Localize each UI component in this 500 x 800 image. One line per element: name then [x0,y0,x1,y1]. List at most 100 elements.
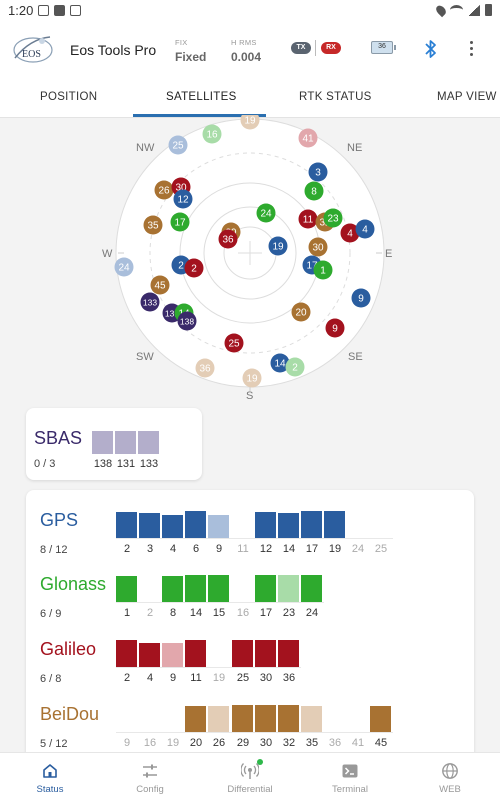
signal-bar-glonass [255,575,276,602]
dir-e: E [385,248,392,260]
skyplot-satellite: 30 [308,237,328,257]
skyplot-satellite-id: 11 [303,215,314,226]
sat-label-gps: 25 [374,543,388,555]
skyplot-satellite: 26 [154,180,174,200]
skyplot-satellite: 1 [313,260,333,280]
signal-bar-glonass [185,575,206,602]
skyplot-satellite: 45 [150,275,170,295]
skyplot-satellite: 36 [195,358,215,378]
antenna-icon [241,763,259,779]
sliders-icon [143,764,157,778]
sat-label-glonass: 2 [146,607,154,619]
rx-indicator: RX [321,42,341,54]
skyplot-satellite-id: 35 [147,221,159,232]
nav-web-label: WEB [439,784,461,795]
signal-bar-gps [255,512,276,538]
skyplot-satellite-id: 2 [292,363,298,374]
signal-bar-glonass [278,575,299,602]
sat-label-beidou: 19 [166,737,180,749]
sat-label-glonass: 16 [236,607,250,619]
sbas-name: SBAS [34,428,83,448]
skyplot-satellite: 19 [268,236,288,256]
more-options-icon[interactable] [470,41,474,59]
skyplot-satellite-id: 9 [332,324,338,335]
sat-label-beidou: 26 [212,737,226,749]
constellation-name-beidou: BeiDou [40,704,100,724]
tab-satellites[interactable]: SATELLITES [166,91,237,103]
sat-label-beidou: 36 [328,737,342,749]
nav-web[interactable]: WEB [400,753,500,800]
signal-bar-beidou [278,705,299,732]
image-icon [38,5,49,16]
nav-differential[interactable]: Differential [200,753,300,800]
skyplot-satellite-id: 2 [178,261,184,272]
eos-logo: EOS [13,36,53,63]
signal-bar-galileo [278,640,299,667]
signal-bar-gps [162,515,183,538]
skyplot-satellite-id: 138 [180,317,194,327]
sat-label-beidou: 20 [189,737,203,749]
signal-bar-glonass [162,576,183,602]
hrms-value: 0.004 [231,50,262,64]
skyplot-satellite-id: 30 [312,243,324,254]
constellation-name-galileo: Galileo [40,639,97,659]
signal-bar-beidou [255,705,276,732]
home-icon [43,764,57,778]
tab-rtk-status[interactable]: RTK STATUS [299,91,372,103]
hrms-label: H RMS [231,38,257,47]
sat-label-gps: 12 [259,543,273,555]
signal-bar-glonass [301,575,322,602]
skyplot-satellite-id: 16 [206,130,218,141]
sat-label-beidou: 30 [259,737,273,749]
sat-label-beidou: 41 [351,737,365,749]
sat-label-gps: 4 [169,543,177,555]
skyplot-satellite-id: 2 [191,264,197,275]
bluetooth-icon[interactable] [424,39,438,59]
skyplot-satellite-id: 36 [199,364,211,375]
signal-bar-gps [324,511,345,538]
skyplot-satellite: 4 [355,219,375,239]
status-left-icons [38,5,81,16]
nav-status[interactable]: Status [0,753,100,800]
skyplot-satellite: 17 [170,212,190,232]
signal-bar-galileo [139,643,160,667]
skyplot-satellite-id: 17 [174,218,186,229]
sat-label-beidou: 45 [374,737,388,749]
active-tab-indicator [133,114,266,117]
hrms-metric: H RMS 0.004 [231,38,261,64]
sat-label-gps: 11 [237,543,249,555]
receiver-battery: 36 [371,41,396,54]
nav-config-label: Config [136,784,164,795]
signal-bar-beidou [208,706,229,732]
skyplot-satellite: 24 [114,257,134,277]
nav-config[interactable]: Config [100,753,200,800]
sbas-signal-bar [115,431,136,454]
skyplot-satellite: 25 [224,333,244,353]
sat-label-beidou: 9 [123,737,131,749]
nav-terminal[interactable]: Terminal [300,753,400,800]
dir-se: SE [348,351,363,363]
constellation-count-glonass: 6 / 9 [40,608,62,620]
signal-bar-gps [139,513,160,538]
location-icon [434,3,448,17]
skyplot-satellite: 19 [240,115,260,130]
signal-bar-beidou [232,705,253,732]
tx-indicator: TX [291,42,311,54]
nav-terminal-label: Terminal [332,784,368,795]
skyplot-satellite-id: 25 [228,339,240,350]
skyplot-satellite: 4 [340,223,360,243]
skyplot-satellite-id: 19 [246,374,258,385]
wifi-icon [450,5,463,15]
constellation-baseline [116,602,324,603]
skyplot-satellite-id: 41 [302,134,314,145]
signal-bar-gps [116,512,137,538]
sat-label-galileo: 11 [190,672,202,684]
sat-label-galileo: 9 [169,672,177,684]
constellation-baseline [116,538,393,539]
constellation-baseline [116,732,393,733]
tab-map-view[interactable]: MAP VIEW [437,91,497,103]
skyplot-satellite: 23 [323,208,343,228]
skyplot-satellite: 133 [140,292,160,312]
skyplot-satellite-id: 30 [175,183,187,194]
tab-position[interactable]: POSITION [40,91,98,103]
